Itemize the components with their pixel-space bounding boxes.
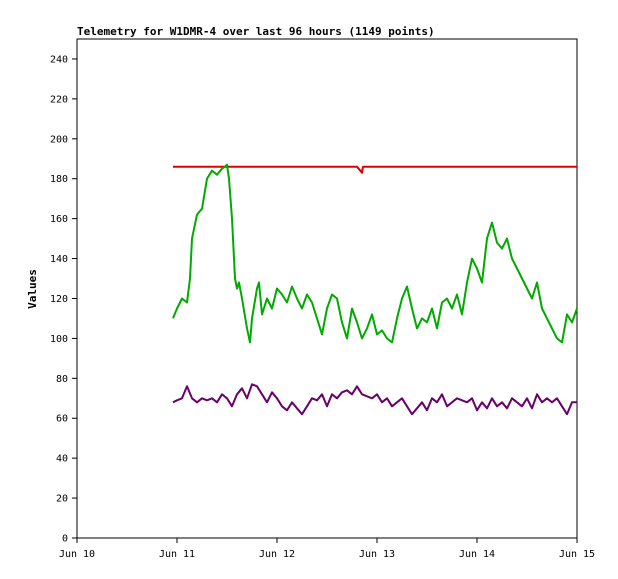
x-tick-label: Jun 14 — [459, 549, 495, 560]
y-tick-label: 180 — [50, 174, 68, 185]
y-tick-label: 120 — [50, 294, 68, 305]
y-tick-label: 60 — [56, 414, 68, 425]
x-tick-label: Jun 13 — [359, 549, 395, 560]
x-axis: Jun 10 Jun 11 Jun 12 Jun 13 Jun 14 Jun 15 — [59, 538, 595, 560]
y-tick-label: 140 — [50, 254, 68, 265]
series-line-3 — [172, 383, 577, 416]
series-line-1 — [173, 165, 577, 174]
y-tick-label: 160 — [50, 214, 68, 225]
y-tick-label: 0 — [62, 534, 68, 545]
series-layer — [172, 163, 578, 416]
y-tick-label: 100 — [50, 334, 68, 345]
y-axis: 0 20 40 60 80 100 120 140 160 180 200 220 240 — [50, 54, 77, 545]
x-tick-label: Jun 12 — [259, 549, 295, 560]
y-tick-label: 80 — [56, 374, 68, 385]
x-tick-label: Jun 10 — [59, 549, 95, 560]
series-line-2 — [172, 163, 578, 344]
y-tick-label: 200 — [50, 134, 68, 145]
y-tick-label: 20 — [56, 494, 68, 505]
y-axis-label: Values — [26, 269, 39, 309]
chart-title: Telemetry for W1DMR-4 over last 96 hours… — [77, 25, 435, 38]
x-tick-label: Jun 11 — [159, 549, 195, 560]
x-tick-label: Jun 15 — [559, 549, 595, 560]
y-tick-label: 240 — [50, 54, 68, 65]
y-tick-label: 220 — [50, 94, 68, 105]
y-tick-label: 40 — [56, 454, 68, 465]
plot-frame — [76, 38, 578, 539]
